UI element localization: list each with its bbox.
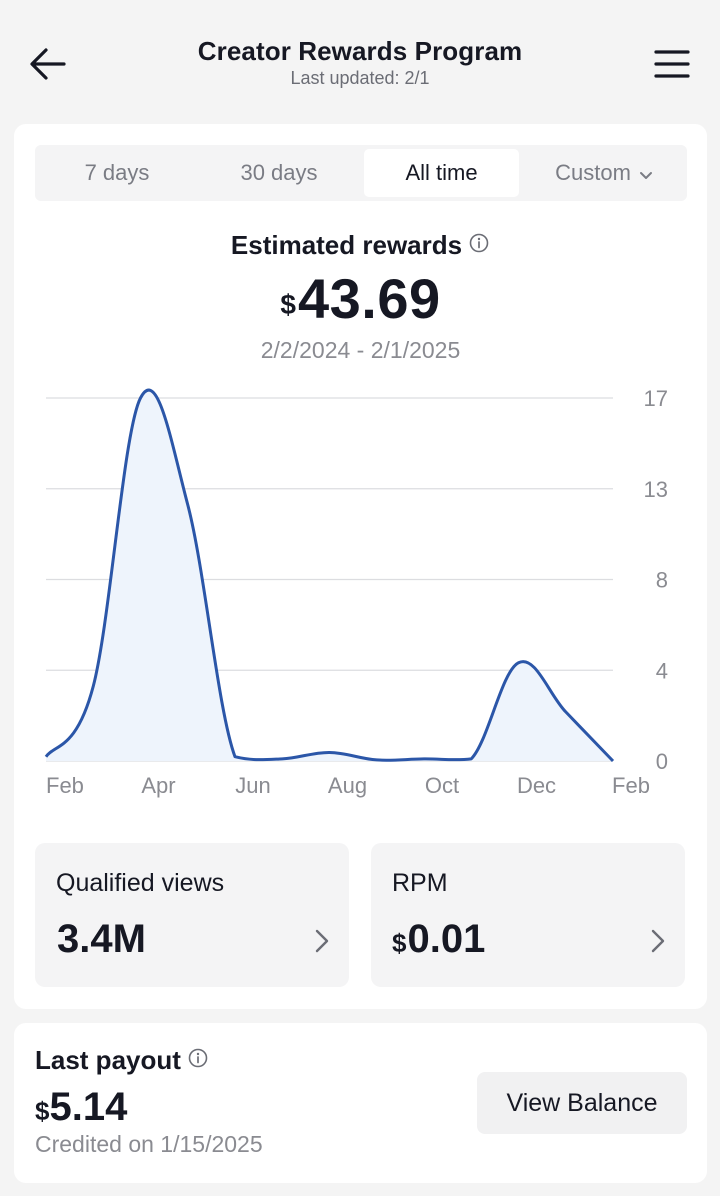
stat-value: 3.4M [56,917,146,962]
stat-currency: $ [392,928,407,958]
tab-custom[interactable]: Custom [525,149,683,197]
back-button[interactable] [26,44,70,84]
currency-symbol: $ [280,289,296,320]
info-icon[interactable] [468,230,490,261]
tab-30-days[interactable]: 30 days [201,149,357,197]
stat-label: Qualified views [56,869,225,897]
estimated-rewards-amount: $43.69 [14,266,707,331]
tab-7-days[interactable]: 7 days [39,149,195,197]
last-updated-text: Last updated: 2/1 [290,68,430,88]
stat-value: $0.01 [392,917,485,962]
chevron-right-icon [651,929,665,958]
stat-label: RPM [392,869,448,897]
last-payout-label: Last payout [35,1045,181,1075]
rpm-tile[interactable]: RPM $0.01 [371,843,685,987]
currency-symbol: $ [35,1096,50,1126]
chevron-right-icon [315,929,329,958]
last-payout-heading: Last payout [35,1045,209,1076]
view-balance-button[interactable]: View Balance [477,1072,687,1134]
date-range-text: 2/2/2024 - 2/1/2025 [260,337,461,363]
tab-all-time[interactable]: All time [364,149,519,197]
credited-date-text: Credited on 1/15/2025 [35,1131,263,1157]
rewards-card: 7 days 30 days All time Custom Estimated… [14,124,707,1009]
tab-label: Custom [555,160,631,185]
tab-label: All time [405,160,478,185]
tab-label: 7 days [84,160,150,185]
last-payout-amount: $5.14 [35,1085,127,1130]
last-payout-card: Last payout $5.14 Credited on 1/15/2025 … [14,1023,707,1183]
estimated-rewards-label: Estimated rewards [230,230,463,260]
stat-number: 3.4M [57,917,146,961]
stat-number: 0.01 [407,917,486,961]
header: Creator Rewards Program Last updated: 2/… [0,0,720,112]
time-range-tabs: 7 days 30 days All time Custom [35,145,687,201]
menu-button[interactable] [650,46,694,82]
chevron-down-icon [639,150,653,198]
page-title: Creator Rewards Program [197,36,523,66]
estimated-rewards-heading: Estimated rewards [14,230,707,261]
tab-label: 30 days [240,160,318,185]
arrow-left-icon [30,48,66,80]
qualified-views-tile[interactable]: Qualified views 3.4M [35,843,349,987]
estimated-rewards-value: 43.69 [297,267,441,330]
last-payout-value: 5.14 [49,1085,128,1129]
hamburger-menu-icon [654,50,690,78]
info-icon[interactable] [187,1045,209,1076]
